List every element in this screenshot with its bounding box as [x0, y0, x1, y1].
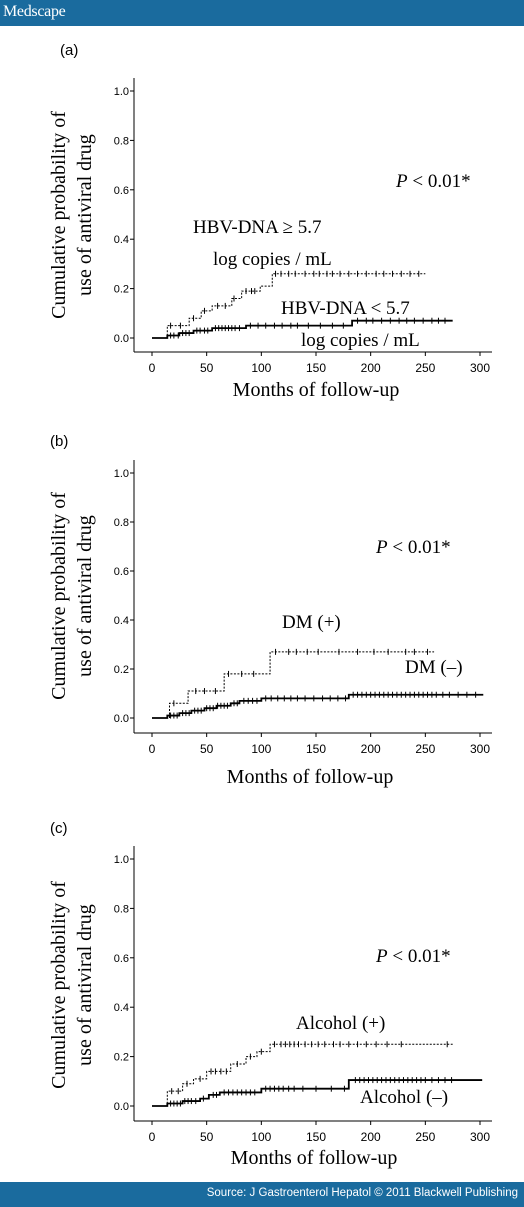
- y-axis-title-line: use of antiviral drug: [74, 904, 96, 1066]
- medscape-logo: Medscape: [3, 3, 66, 20]
- km-curve-dotted: [152, 1043, 453, 1107]
- km-curve-dotted: [152, 651, 435, 719]
- y-tick-label: 0.6: [114, 953, 129, 965]
- survival-chart-panel: (b) 0.0 0.2 0.4 0.6 0.8 1.0 0 50 100 150 200 250 300 M…: [48, 433, 492, 788]
- y-axis-title-line: use of antiviral drug: [74, 515, 96, 677]
- y-tick-label: 0.4: [114, 1002, 129, 1014]
- panel-label: (c): [50, 820, 68, 837]
- series-annotation: log copies / mL: [301, 330, 420, 351]
- series-annotation: log copies / mL: [213, 249, 332, 270]
- y-tick-label: 0.8: [114, 135, 129, 147]
- p-value-symbol: P: [375, 946, 388, 967]
- series-annotation: DM (–): [405, 657, 463, 678]
- x-axis-title: Months of follow-up: [231, 1147, 398, 1169]
- header-bar: Medscape: [0, 0, 524, 26]
- x-tick-label: 200: [361, 361, 381, 375]
- p-value-text: < 0.01*: [388, 537, 451, 558]
- km-curve-dotted: [152, 273, 426, 339]
- x-tick-label: 150: [306, 742, 326, 756]
- series-annotation: Alcohol (+): [296, 1013, 385, 1034]
- x-tick-label: 300: [470, 742, 490, 756]
- survival-chart-panel: (a) 0.0 0.2 0.4 0.6 0.8 1.0 0 50 100 150 200 250 300 M…: [48, 42, 492, 401]
- series-annotation: HBV-DNA < 5.7: [281, 298, 410, 319]
- km-curve-solid: [152, 693, 484, 719]
- p-value-label: P < 0.01*: [375, 537, 451, 558]
- y-tick-label: 0.2: [114, 284, 129, 296]
- km-curve-solid: [152, 319, 453, 339]
- x-tick-label: 150: [306, 361, 326, 375]
- survival-chart-panel: (c) 0.0 0.2 0.4 0.6 0.8 1.0 0 50 100 150 200 250 300 M…: [48, 820, 492, 1169]
- x-tick-label: 100: [251, 742, 271, 756]
- x-tick-label: 0: [149, 742, 156, 756]
- y-tick-label: 1.0: [114, 86, 129, 98]
- x-axis-title: Months of follow-up: [233, 379, 400, 401]
- x-tick-label: 150: [306, 1130, 326, 1144]
- y-tick-label: 1.0: [114, 854, 129, 866]
- km-curve-solid: [152, 1079, 483, 1107]
- x-tick-label: 300: [470, 361, 490, 375]
- p-value-text: < 0.01*: [388, 946, 451, 967]
- x-tick-label: 50: [200, 742, 214, 756]
- x-tick-label: 50: [200, 361, 214, 375]
- x-tick-label: 250: [415, 361, 435, 375]
- x-tick-label: 100: [251, 1130, 271, 1144]
- y-tick-label: 0.4: [114, 234, 129, 246]
- y-axis-title: Cumulative probability of use of antivira…: [48, 111, 96, 319]
- y-axis-title-line: Cumulative probability of: [48, 492, 70, 700]
- p-value-label: P < 0.01*: [375, 946, 451, 967]
- x-axis-title: Months of follow-up: [227, 766, 394, 788]
- y-axis-title-line: Cumulative probability of: [48, 111, 70, 319]
- y-axis-title-line: use of antiviral drug: [74, 134, 96, 296]
- x-tick-label: 250: [415, 742, 435, 756]
- y-tick-label: 0.2: [114, 664, 129, 676]
- y-tick-label: 0.0: [114, 1101, 129, 1113]
- x-tick-label: 0: [149, 1130, 156, 1144]
- x-tick-label: 50: [200, 1130, 214, 1144]
- footer-bar: Source: J Gastroenterol Hepatol © 2011 B…: [0, 1182, 524, 1207]
- y-axis-title: Cumulative probability of use of antivira…: [48, 881, 96, 1089]
- x-tick-label: 250: [415, 1130, 435, 1144]
- y-tick-label: 0.0: [114, 333, 129, 345]
- p-value-text: < 0.01*: [408, 171, 471, 192]
- panel-label: (b): [50, 433, 68, 450]
- x-tick-label: 0: [149, 361, 156, 375]
- series-annotation: Alcohol (–): [360, 1087, 448, 1108]
- x-tick-label: 200: [361, 1130, 381, 1144]
- p-value-symbol: P: [375, 537, 388, 558]
- x-tick-label: 300: [470, 1130, 490, 1144]
- y-tick-label: 1.0: [114, 468, 129, 480]
- series-annotation: HBV-DNA ≥ 5.7: [193, 217, 322, 238]
- y-tick-label: 0.8: [114, 903, 129, 915]
- source-credit: Source: J Gastroenterol Hepatol © 2011 B…: [206, 1187, 518, 1199]
- y-axis-title: Cumulative probability of use of antivira…: [48, 492, 96, 700]
- y-tick-label: 0.6: [114, 566, 129, 578]
- series-annotation: DM (+): [282, 612, 341, 633]
- p-value-symbol: P: [395, 171, 408, 192]
- panel-label: (a): [60, 42, 78, 59]
- x-tick-label: 200: [361, 742, 381, 756]
- y-tick-label: 0.4: [114, 615, 129, 627]
- p-value-label: P < 0.01*: [395, 171, 471, 192]
- y-tick-label: 0.0: [114, 713, 129, 725]
- y-axis-title-line: Cumulative probability of: [48, 881, 70, 1089]
- y-tick-label: 0.6: [114, 185, 129, 197]
- y-tick-label: 0.8: [114, 517, 129, 529]
- y-tick-label: 0.2: [114, 1052, 129, 1064]
- x-tick-label: 100: [251, 361, 271, 375]
